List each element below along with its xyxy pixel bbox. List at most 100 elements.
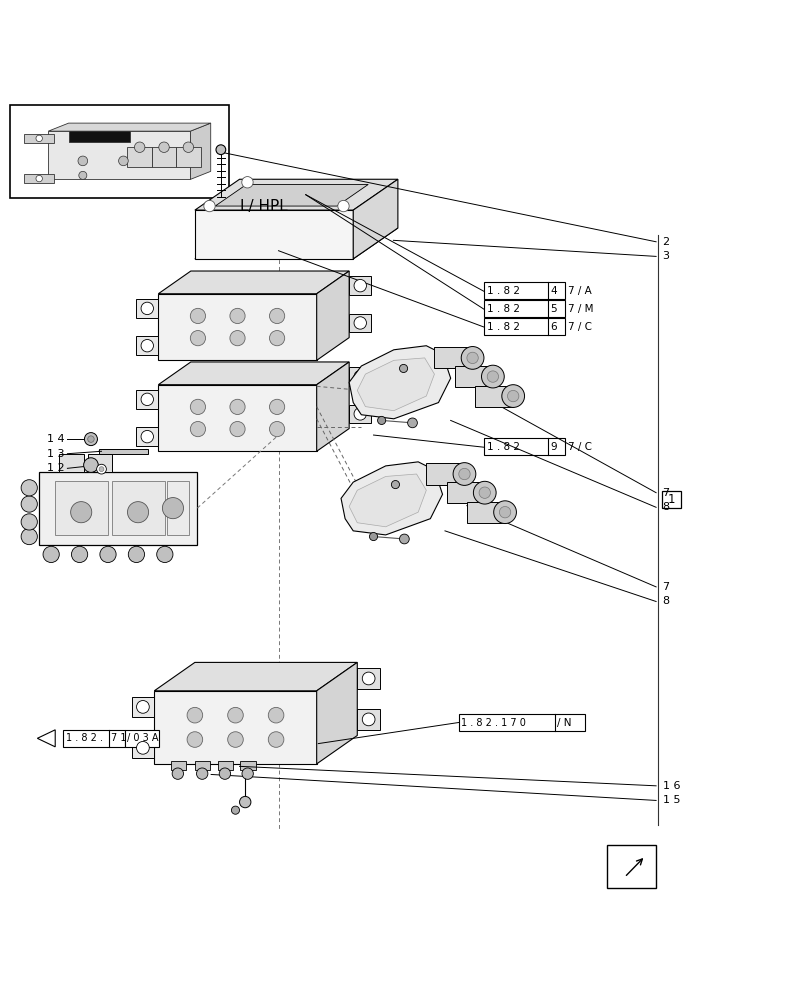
Polygon shape bbox=[37, 730, 55, 747]
Bar bbox=[59, 454, 84, 472]
Circle shape bbox=[162, 498, 183, 519]
Text: / 0 3 A: / 0 3 A bbox=[127, 733, 158, 743]
Circle shape bbox=[230, 308, 245, 324]
Text: 1 5: 1 5 bbox=[662, 795, 680, 805]
Text: 7 / A: 7 / A bbox=[568, 286, 591, 296]
Text: 1: 1 bbox=[667, 493, 675, 506]
Bar bbox=[39, 472, 197, 545]
Text: 1 6: 1 6 bbox=[662, 781, 680, 791]
Circle shape bbox=[399, 534, 409, 544]
Circle shape bbox=[190, 421, 205, 437]
Circle shape bbox=[157, 546, 173, 563]
Polygon shape bbox=[158, 385, 316, 451]
Circle shape bbox=[377, 416, 385, 424]
Bar bbox=[661, 491, 680, 508]
Polygon shape bbox=[446, 482, 484, 503]
Text: 9: 9 bbox=[550, 442, 556, 452]
Text: 8: 8 bbox=[662, 502, 669, 512]
Circle shape bbox=[71, 546, 88, 563]
Text: 4: 4 bbox=[550, 286, 556, 296]
Bar bbox=[125, 730, 159, 747]
Circle shape bbox=[219, 768, 230, 779]
Text: 1 2: 1 2 bbox=[47, 463, 65, 473]
Circle shape bbox=[239, 796, 251, 808]
Circle shape bbox=[268, 707, 284, 723]
Polygon shape bbox=[454, 366, 492, 387]
Circle shape bbox=[453, 463, 475, 485]
Circle shape bbox=[141, 430, 153, 443]
Bar bbox=[167, 481, 189, 535]
Bar bbox=[170, 761, 186, 770]
Circle shape bbox=[458, 468, 470, 480]
Circle shape bbox=[71, 502, 92, 523]
Text: 5: 5 bbox=[550, 304, 556, 314]
Text: 6: 6 bbox=[550, 322, 556, 332]
Bar bbox=[99, 449, 148, 454]
Circle shape bbox=[507, 390, 518, 402]
Polygon shape bbox=[68, 126, 129, 142]
Polygon shape bbox=[127, 147, 152, 167]
Bar bbox=[55, 481, 108, 535]
Polygon shape bbox=[190, 123, 210, 179]
Polygon shape bbox=[215, 184, 367, 206]
Bar bbox=[63, 730, 125, 747]
Bar bbox=[10, 105, 229, 198]
Polygon shape bbox=[316, 271, 349, 360]
Polygon shape bbox=[136, 427, 158, 446]
Circle shape bbox=[354, 279, 366, 292]
Polygon shape bbox=[176, 147, 200, 167]
Circle shape bbox=[354, 370, 366, 383]
Circle shape bbox=[183, 142, 193, 152]
Circle shape bbox=[141, 393, 153, 406]
Circle shape bbox=[136, 701, 149, 713]
Text: 1 . 8 2 . 1 7 0: 1 . 8 2 . 1 7 0 bbox=[461, 718, 526, 728]
Text: 1 3: 1 3 bbox=[47, 449, 65, 459]
Circle shape bbox=[141, 339, 153, 352]
Circle shape bbox=[36, 175, 42, 182]
Circle shape bbox=[118, 156, 128, 166]
Circle shape bbox=[269, 308, 285, 324]
Text: 7: 7 bbox=[662, 582, 669, 592]
Bar bbox=[607, 845, 655, 888]
Bar bbox=[112, 481, 165, 535]
Polygon shape bbox=[349, 405, 371, 423]
Circle shape bbox=[21, 480, 37, 496]
Circle shape bbox=[227, 732, 243, 747]
Polygon shape bbox=[24, 174, 54, 183]
Polygon shape bbox=[349, 474, 426, 527]
Circle shape bbox=[128, 546, 144, 563]
Text: 1 . 8 2: 1 . 8 2 bbox=[487, 286, 520, 296]
Circle shape bbox=[141, 302, 153, 315]
Bar bbox=[88, 454, 112, 472]
Polygon shape bbox=[158, 271, 349, 294]
Bar bbox=[240, 761, 255, 770]
Circle shape bbox=[190, 399, 205, 414]
Text: 1 . 8 2: 1 . 8 2 bbox=[487, 442, 520, 452]
Circle shape bbox=[369, 532, 377, 541]
Circle shape bbox=[135, 142, 144, 152]
Polygon shape bbox=[426, 463, 464, 485]
Circle shape bbox=[499, 506, 510, 518]
Polygon shape bbox=[158, 362, 349, 385]
Circle shape bbox=[78, 156, 88, 166]
Text: 1 4: 1 4 bbox=[47, 434, 65, 444]
Polygon shape bbox=[316, 662, 357, 764]
Circle shape bbox=[487, 371, 498, 382]
Circle shape bbox=[190, 331, 205, 346]
Polygon shape bbox=[349, 276, 371, 295]
Circle shape bbox=[204, 200, 215, 212]
Circle shape bbox=[230, 331, 245, 346]
Polygon shape bbox=[131, 697, 154, 717]
Circle shape bbox=[21, 514, 37, 530]
Polygon shape bbox=[136, 336, 158, 355]
Polygon shape bbox=[434, 347, 472, 368]
Circle shape bbox=[399, 364, 407, 373]
Bar bbox=[195, 761, 210, 770]
Circle shape bbox=[172, 768, 183, 779]
Bar bbox=[483, 300, 564, 317]
Circle shape bbox=[79, 171, 87, 179]
Text: / N: / N bbox=[556, 718, 571, 728]
Text: 1 . 8 2: 1 . 8 2 bbox=[487, 322, 520, 332]
Polygon shape bbox=[195, 210, 353, 259]
Circle shape bbox=[481, 365, 504, 388]
